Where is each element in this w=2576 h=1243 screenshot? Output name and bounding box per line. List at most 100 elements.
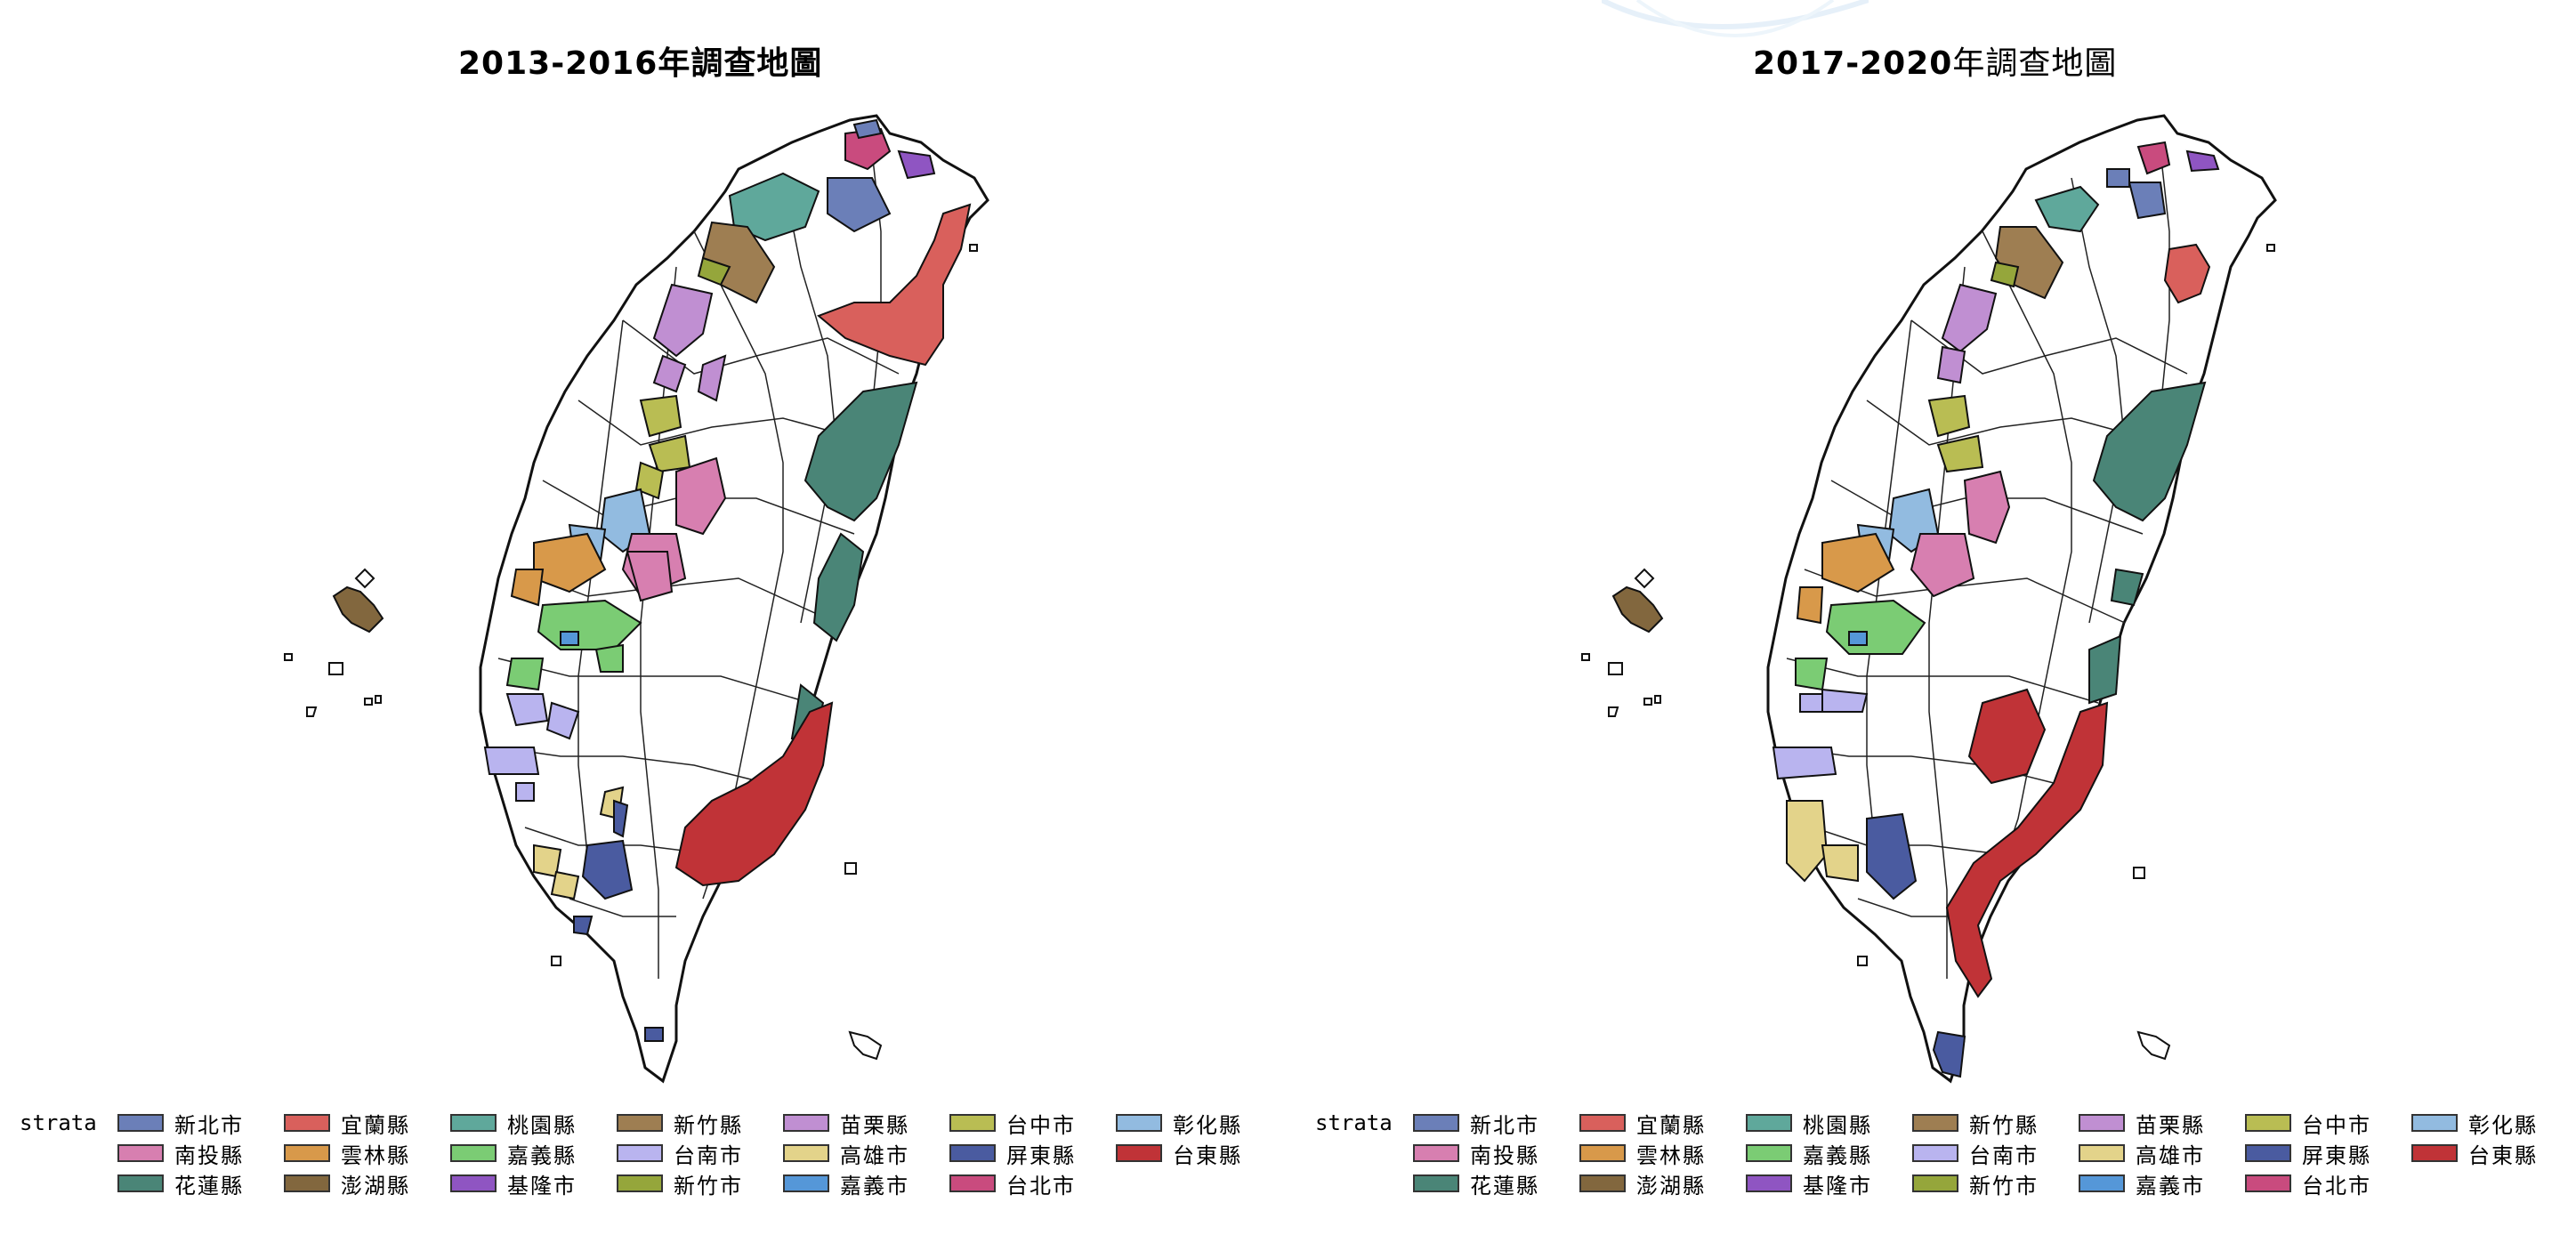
legend-label: 桃園縣 <box>507 1112 577 1138</box>
panel-title-suffix: 年調查地圖 <box>658 45 823 82</box>
legend-item: 苗栗縣 <box>783 1110 909 1138</box>
legend-swatch <box>949 1144 996 1162</box>
legend-label: 雲林縣 <box>1636 1142 1706 1168</box>
region-taitung <box>1967 688 2047 785</box>
legend-swatch <box>2245 1144 2291 1162</box>
legend-item: 新竹市 <box>617 1171 743 1199</box>
liuqiu-islet <box>551 956 561 966</box>
region-pingtung-2 <box>613 799 629 838</box>
legend-label: 台東縣 <box>1173 1142 1242 1168</box>
legend-item: 澎湖縣 <box>284 1171 410 1199</box>
legend-label: 彰化縣 <box>2468 1112 2538 1138</box>
legend-item: 花蓮縣 <box>117 1171 244 1199</box>
legend-item: 南投縣 <box>1413 1141 1539 1168</box>
legend-item: 台東縣 <box>1116 1141 1242 1168</box>
legend-swatch <box>783 1114 829 1132</box>
legend-label: 台北市 <box>1006 1173 1076 1199</box>
legend-swatch <box>949 1114 996 1132</box>
region-new-taipei <box>827 177 892 233</box>
region-yunlin <box>1821 532 1895 593</box>
legend-title: strata <box>1315 1110 1393 1135</box>
legend-swatch <box>284 1144 330 1162</box>
region-taichung-2 <box>1936 434 1984 473</box>
legend-label: 新北市 <box>1470 1112 1539 1138</box>
legend-swatch <box>450 1114 497 1132</box>
panel-title-year: 2017-2020 <box>1753 45 1953 82</box>
region-taitung <box>674 701 834 887</box>
legend-label: 彰化縣 <box>1173 1112 1242 1138</box>
legend-item: 彰化縣 <box>2411 1110 2538 1138</box>
legend-label: 嘉義縣 <box>507 1142 577 1168</box>
legend-item: 台中市 <box>949 1110 1076 1138</box>
legend-label: 花蓮縣 <box>1470 1173 1539 1199</box>
region-pingtung <box>1866 812 1918 900</box>
legend-label: 雲林縣 <box>341 1142 410 1168</box>
legend-item: 桃園縣 <box>1746 1110 1872 1138</box>
legend-item: 花蓮縣 <box>1413 1171 1539 1199</box>
legend-swatch <box>783 1144 829 1162</box>
region-nantou-2 <box>1910 533 1975 598</box>
legend-swatch <box>1912 1114 1958 1132</box>
legend-label: 台南市 <box>674 1142 743 1168</box>
legend-item: 屏東縣 <box>2245 1141 2371 1168</box>
map-panel-2017-2020: 2017-2020年調查地圖 <box>1288 0 2576 1243</box>
penghu-islands <box>284 568 384 717</box>
legend-swatch <box>1912 1174 1958 1192</box>
region-miaoli <box>652 283 714 358</box>
map-panel-2013-2016: 2013-2016年調查地圖 <box>20 37 1242 1199</box>
region-chiayi-county-2 <box>1795 658 1829 691</box>
legend-item: 澎湖縣 <box>1579 1171 1706 1199</box>
legend-item: 基隆市 <box>450 1171 577 1199</box>
legend-item: 南投縣 <box>117 1141 244 1168</box>
region-tainan-3 <box>483 747 540 775</box>
region-taichung <box>639 394 682 438</box>
strata-regions <box>1772 141 2220 1078</box>
legend-swatch <box>617 1144 663 1162</box>
legend-item: 新竹市 <box>1912 1171 2039 1199</box>
legend-swatch <box>2245 1174 2291 1192</box>
taiwan-map <box>1581 114 2277 1084</box>
keelung-islet <box>2266 244 2275 252</box>
region-hualien <box>2092 381 2207 522</box>
legend-label: 新竹市 <box>674 1173 743 1199</box>
region-keelung <box>897 149 936 180</box>
region-taitung-2 <box>1945 701 2109 998</box>
legend-label: 澎湖縣 <box>1636 1173 1706 1199</box>
region-miaoli-2 <box>1936 345 1966 384</box>
region-yilan <box>817 203 972 367</box>
legend-label: 新北市 <box>174 1112 244 1138</box>
legend-item: 新北市 <box>1413 1110 1539 1138</box>
panel-title: 2013-2016年調查地圖 <box>458 37 822 84</box>
legend-swatch <box>450 1174 497 1192</box>
panel-title-suffix: 年調查地圖 <box>1952 45 2118 82</box>
legend-label: 台中市 <box>1006 1112 1076 1138</box>
orchid-island <box>2136 1030 2171 1061</box>
legend-label: 苗栗縣 <box>2136 1112 2205 1138</box>
legend-item: 高雄市 <box>783 1141 909 1168</box>
region-tainan-4 <box>515 782 535 802</box>
legend-label: 台中市 <box>2302 1112 2371 1138</box>
legend-item: 台北市 <box>949 1171 1076 1199</box>
legend-title: strata <box>20 1110 97 1135</box>
legend-swatch <box>1746 1144 1792 1162</box>
legend-label: 屏東縣 <box>2302 1142 2371 1168</box>
legend-item: 桃園縣 <box>450 1110 577 1138</box>
region-tainan-2 <box>545 701 580 740</box>
region-hualien-2 <box>2110 568 2144 607</box>
legend-swatch <box>117 1174 164 1192</box>
strata-regions <box>483 118 972 1042</box>
legend-swatch <box>117 1144 164 1162</box>
legend-swatch <box>2079 1174 2125 1192</box>
legend-swatch <box>2079 1144 2125 1162</box>
green-island <box>2133 867 2145 879</box>
region-taoyuan <box>2034 185 2100 233</box>
legend-swatch <box>1116 1144 1162 1162</box>
legend-item: 高雄市 <box>2079 1141 2205 1168</box>
region-tainan-2 <box>1821 688 1869 713</box>
region-yilan <box>2163 243 2211 304</box>
legend-label: 台北市 <box>2302 1173 2371 1199</box>
legend-label: 高雄市 <box>840 1142 909 1168</box>
legend-swatch <box>949 1174 996 1192</box>
penghu-islands <box>1581 568 1664 717</box>
region-hualien <box>803 381 918 522</box>
